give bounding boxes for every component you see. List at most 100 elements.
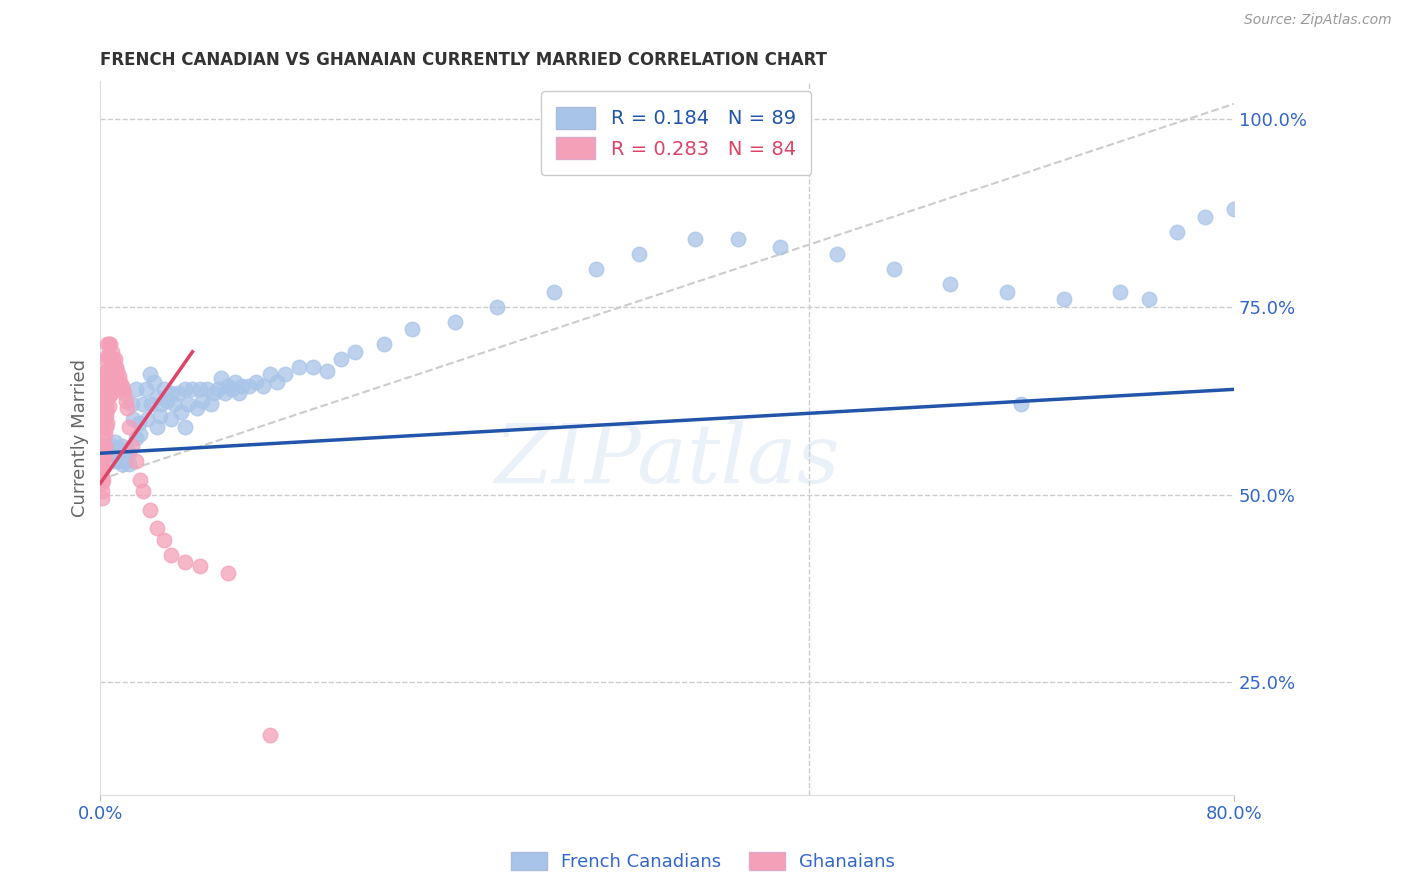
Point [94,352,117,367]
Point [110,439,132,453]
Point [107,381,129,395]
Point [125,383,148,397]
Point [128,416,150,430]
Point [287,359,309,374]
Point [96,416,118,430]
Point [135,383,157,397]
Point [107,368,129,383]
Point [93,390,115,404]
Point [238,378,260,392]
Point [132,397,155,411]
Point [129,427,152,442]
Point [1137,292,1160,306]
Point [1223,202,1246,216]
Point [103,434,125,449]
Point [94,386,117,401]
Point [139,502,162,516]
Text: FRENCH CANADIAN VS GHANAIAN CURRENTLY MARRIED CORRELATION CHART: FRENCH CANADIAN VS GHANAIAN CURRENTLY MA… [100,51,827,69]
Point [110,458,132,472]
Point [114,446,136,460]
Point [100,439,122,453]
Point [727,232,749,246]
Point [118,458,141,472]
Point [94,375,117,389]
Point [245,375,267,389]
Point [105,442,128,457]
Point [91,450,114,464]
Point [91,405,114,419]
Point [101,352,124,367]
Point [98,388,121,402]
Point [91,416,114,430]
Point [543,285,565,299]
Point [259,728,281,742]
Point [122,412,145,426]
Legend: R = 0.184   N = 89, R = 0.283   N = 84: R = 0.184 N = 89, R = 0.283 N = 84 [541,91,811,175]
Point [98,376,121,391]
Point [585,262,607,277]
Point [96,376,118,391]
Point [90,446,112,460]
Point [93,439,115,453]
Point [627,247,650,261]
Point [111,383,134,397]
Point [177,397,200,411]
Point [91,461,114,475]
Point [115,454,138,468]
Point [149,409,172,423]
Point [316,363,339,377]
Point [191,393,214,408]
Point [129,473,152,487]
Point [90,468,112,483]
Point [97,337,120,351]
Point [207,383,229,397]
Point [100,344,122,359]
Point [224,375,246,389]
Point [186,401,208,416]
Point [94,363,117,377]
Point [146,521,169,535]
Point [98,337,121,351]
Point [104,371,127,385]
Point [91,427,114,442]
Point [252,378,274,392]
Point [91,397,114,411]
Point [153,383,176,397]
Point [302,359,325,374]
Point [486,300,509,314]
Point [273,368,295,382]
Point [94,420,117,434]
Point [111,450,134,464]
Point [939,277,962,292]
Point [217,378,239,392]
Point [101,376,124,391]
Point [115,393,138,408]
Point [143,375,166,389]
Point [202,386,225,401]
Point [188,383,211,397]
Point [104,446,127,460]
Point [443,315,465,329]
Legend: French Canadians, Ghanaians: French Canadians, Ghanaians [503,845,903,879]
Y-axis label: Currently Married: Currently Married [72,359,89,517]
Point [259,368,281,382]
Point [167,386,190,401]
Point [228,386,250,401]
Point [117,401,139,416]
Point [1053,292,1076,306]
Point [90,491,112,506]
Point [90,439,112,453]
Point [104,359,127,374]
Point [98,363,121,377]
Point [94,409,117,423]
Point [108,375,131,389]
Point [121,439,143,453]
Point [93,378,115,392]
Point [146,420,169,434]
Point [121,397,143,411]
Point [150,397,173,411]
Point [1166,225,1188,239]
Point [90,483,112,498]
Point [96,337,118,351]
Point [100,384,122,398]
